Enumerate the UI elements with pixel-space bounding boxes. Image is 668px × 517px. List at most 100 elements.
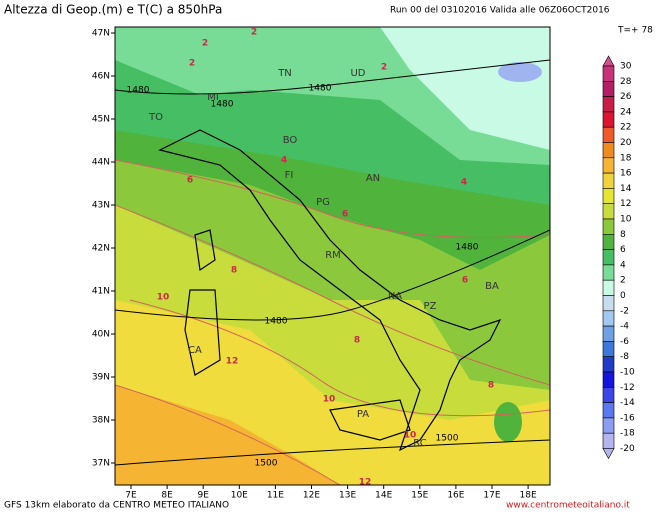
colorbar-label: 0 [620,291,626,301]
colorbar-label: 2 [620,276,626,286]
longitude-label: 14E [375,491,392,501]
longitude-label: 7E [125,491,137,501]
longitude-label: 10E [231,491,248,501]
footer-website[interactable]: www.centrometeoitaliano.it [506,501,630,511]
longitude-label: 18E [520,491,537,501]
isotherm-label: 4 [281,156,287,166]
city-label: PA [357,409,369,420]
city-label: BA [485,281,499,292]
title: Altezza di Geop.(m) e T(C) a 850hPa [4,3,222,17]
colorbar-cell [602,386,615,403]
city-label: NA [388,291,402,302]
isotherm-label: 2 [189,59,195,69]
colorbar-label: 26 [620,92,632,102]
latitude-label: 46N [92,72,110,82]
colorbar-label: -8 [620,352,629,362]
colorbar-label: -10 [620,368,635,378]
isotherm-label: 6 [342,210,348,220]
latitude-label: 39N [92,373,110,383]
isotherm-label: 10 [323,395,336,405]
isotherm-label: 8 [488,381,494,391]
isotherm [115,204,550,386]
colorbar-cap [602,448,615,460]
colorbar-cell [602,310,615,327]
city-label: TN [277,68,292,79]
colorbar-cell [602,371,615,388]
colorbar-label: -6 [620,337,629,347]
city-label: CA [188,345,202,356]
colorbar-cell [602,142,615,159]
city-label: RC [413,438,426,449]
colorbar-cell [602,249,615,266]
colorbar-label: 4 [620,260,626,270]
colorbar-cell [602,295,615,312]
longitude-label: 17E [483,491,500,501]
coastline [158,129,502,452]
colorbar-label: 18 [620,153,632,163]
band [498,62,542,82]
isotherm [115,384,341,485]
isotherm-label: 6 [187,176,193,186]
height-contour [115,59,550,95]
colorbar-label: 16 [620,169,632,179]
map [114,26,551,486]
colorbar-cell [602,96,615,113]
height-contour-label: 1480 [456,243,479,253]
isotherm-label: 10 [157,293,170,303]
latitude-label: 43N [92,201,110,211]
colorbar-label: 14 [620,184,632,194]
colorbar-label: 24 [620,107,632,117]
longitude-label: 9E [197,491,209,501]
colorbar-cell [602,402,615,419]
colorbar-cell [602,172,615,189]
latitude-label: 47N [92,29,110,39]
isotherm-label: 12 [226,357,239,367]
colorbar-label: 6 [620,245,626,255]
height-contour-label: 1500 [436,434,459,444]
city-label: BO [283,135,298,146]
colorbar-cell [602,264,615,281]
colorbar-label: -20 [620,444,635,454]
city-label: TO [148,112,163,123]
colorbar-label: -12 [620,383,635,393]
city-label: PG [316,197,330,208]
colorbar-cell [602,234,615,250]
colorbar-cell [602,356,615,373]
colorbar-cell [602,111,615,128]
isotherm-label: 8 [354,336,360,346]
colorbar-cell [602,203,615,220]
height-contour [115,229,550,321]
band [494,402,522,442]
colorbar-label: 28 [620,77,632,87]
height-contour [115,439,550,466]
isotherm-label: 4 [461,178,467,188]
longitude-label: 12E [303,491,320,501]
isotherm-label: 10 [404,431,417,441]
city-label: PZ [424,301,437,312]
height-contour-label: 1500 [255,459,278,469]
isotherm [129,299,550,417]
latitude-label: 44N [92,158,110,168]
colorbar-cell [602,188,615,204]
colorbar-cell [602,81,615,97]
forecast-step: T=+ 78 [617,26,653,36]
height-contour-label: 1480 [265,317,288,327]
latitude-label: 42N [92,244,110,254]
longitude-label: 11E [267,491,284,501]
colorbar-cell [602,325,615,342]
colorbar-label: -2 [620,306,629,316]
footer-source: GFS 13km elaborato da CENTRO METEO ITALI… [4,501,229,511]
colorbar-label: 10 [620,215,632,225]
longitude-label: 13E [339,491,356,501]
city-label: FI [285,170,294,181]
city-label: MI [207,92,219,103]
latitude-label: 38N [92,416,110,426]
isotherm-label: 2 [381,63,387,73]
colorbar-label: 30 [620,62,632,72]
latitude-label: 40N [92,330,110,340]
latitude-label: 45N [92,115,110,125]
colorbar-label: 20 [620,138,632,148]
city-label: RM [325,250,341,261]
colorbar-cell [602,157,615,174]
